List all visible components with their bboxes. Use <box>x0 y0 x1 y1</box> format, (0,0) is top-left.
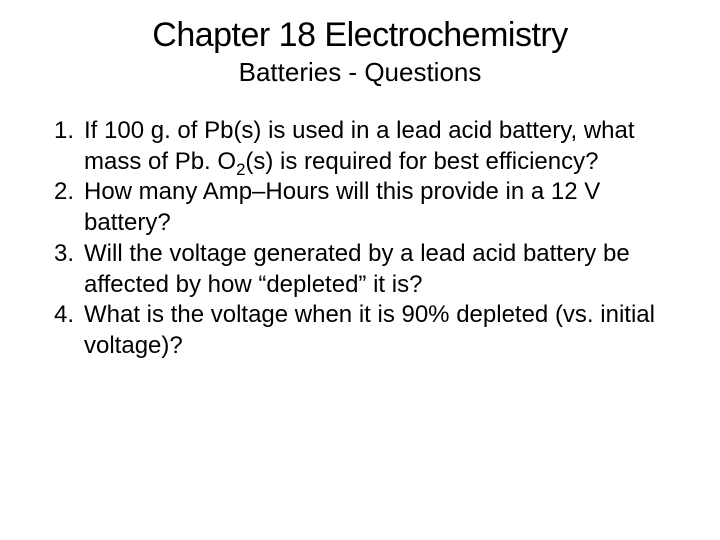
page-title: Chapter 18 Electrochemistry <box>20 16 700 55</box>
questions-container: If 100 g. of Pb(s) is used in a lead aci… <box>20 116 700 362</box>
question-text-pre: What is the voltage when it is 90% deple… <box>84 301 655 359</box>
list-item: What is the voltage when it is 90% deple… <box>32 300 690 361</box>
list-item: If 100 g. of Pb(s) is used in a lead aci… <box>32 116 690 177</box>
page-subtitle: Batteries - Questions <box>20 57 700 88</box>
question-subscript: 2 <box>236 160 245 179</box>
list-item: How many Amp–Hours will this provide in … <box>32 177 690 238</box>
question-text-post: (s) is required for best efficiency? <box>245 148 598 175</box>
question-text-pre: How many Amp–Hours will this provide in … <box>84 178 600 236</box>
questions-list: If 100 g. of Pb(s) is used in a lead aci… <box>32 116 690 362</box>
question-text-pre: Will the voltage generated by a lead aci… <box>84 240 630 298</box>
list-item: Will the voltage generated by a lead aci… <box>32 239 690 300</box>
